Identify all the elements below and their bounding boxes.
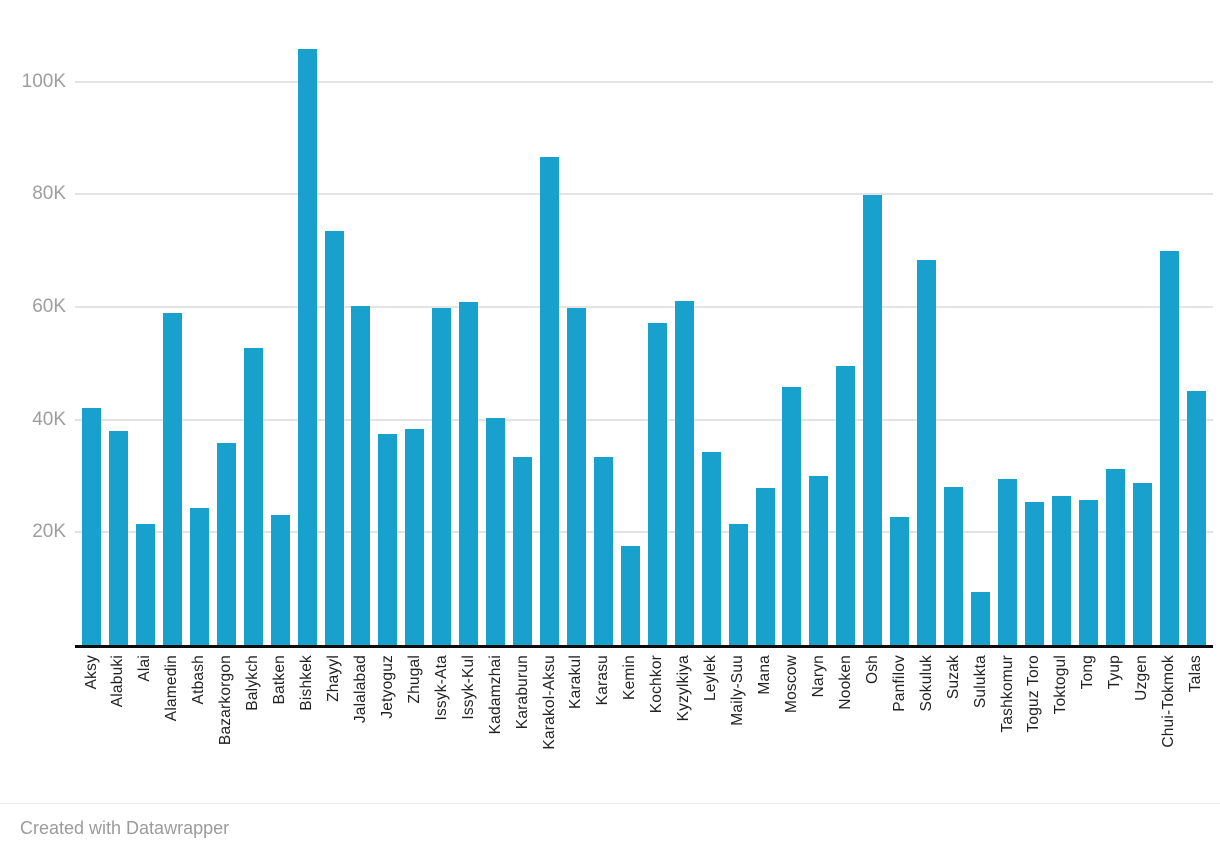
x-axis-category-label: Sokuluk bbox=[917, 655, 935, 712]
x-axis-category-label: Kochkor bbox=[648, 655, 666, 714]
bar bbox=[324, 231, 344, 645]
bar bbox=[297, 48, 317, 645]
x-axis-category-label: Talas bbox=[1187, 655, 1204, 693]
bar bbox=[1186, 391, 1206, 645]
bar bbox=[270, 514, 290, 645]
bar bbox=[216, 442, 236, 645]
x-axis-category-label: Uzgen bbox=[1133, 655, 1151, 701]
x-axis-category-label: Toguz Toro bbox=[1025, 655, 1043, 733]
bar bbox=[971, 592, 990, 645]
bar bbox=[135, 523, 155, 645]
x-axis-category-label: Bishkek bbox=[298, 655, 315, 711]
x-axis-category-label: Jalalabad bbox=[351, 655, 369, 724]
bar bbox=[540, 157, 559, 645]
bar bbox=[1105, 469, 1125, 645]
x-axis-category-label: Kemin bbox=[621, 655, 639, 700]
y-axis-tick-label: 40K bbox=[32, 408, 66, 430]
bar bbox=[755, 487, 775, 645]
x-axis-category-label: Tashkomur bbox=[998, 655, 1016, 733]
x-axis-category-label: Panfilov bbox=[890, 655, 908, 712]
x-axis-category-label: Nooken bbox=[836, 655, 854, 710]
bar bbox=[647, 322, 667, 645]
x-axis-category-label: Leylek bbox=[702, 655, 720, 702]
bar bbox=[108, 430, 128, 645]
bar bbox=[593, 457, 613, 645]
y-axis-tick-label: 20K bbox=[32, 521, 66, 543]
bar bbox=[405, 428, 425, 645]
x-axis-category-label: Alai bbox=[136, 655, 154, 682]
bar bbox=[944, 486, 964, 645]
footer-divider bbox=[0, 803, 1220, 804]
bar bbox=[162, 312, 182, 645]
bar bbox=[459, 301, 479, 645]
bar bbox=[82, 407, 101, 645]
bar bbox=[782, 386, 802, 645]
x-axis-category-label: Chui-Tokmok bbox=[1160, 655, 1178, 748]
gridline bbox=[75, 531, 1213, 534]
x-axis-category-label: Maily-Suu bbox=[729, 655, 747, 726]
x-axis-category-label: Tyup bbox=[1106, 655, 1124, 690]
x-axis-category-label: Karaburun bbox=[513, 655, 531, 730]
bar bbox=[998, 479, 1017, 645]
bar bbox=[917, 260, 937, 645]
bar bbox=[674, 301, 694, 645]
bar bbox=[809, 475, 829, 645]
x-axis-category-label: Alabuki bbox=[109, 655, 127, 708]
bar bbox=[863, 195, 883, 645]
y-axis-tick-label: 60K bbox=[32, 295, 66, 317]
gridline bbox=[75, 193, 1213, 196]
bar bbox=[189, 507, 209, 645]
x-axis-line bbox=[75, 645, 1213, 648]
x-axis-category-label: Bazarkorgon bbox=[217, 655, 235, 746]
bar bbox=[1078, 500, 1098, 645]
bar bbox=[1159, 251, 1179, 645]
bar bbox=[351, 306, 371, 645]
x-axis-category-label: Karakol-Aksu bbox=[540, 655, 558, 750]
bar bbox=[378, 434, 398, 645]
gridline bbox=[75, 305, 1213, 308]
bar bbox=[1132, 483, 1152, 645]
x-axis-category-label: Zhayyl bbox=[325, 655, 342, 702]
x-axis-category-label: Zhugal bbox=[405, 655, 423, 704]
bar bbox=[620, 545, 640, 645]
bar bbox=[836, 365, 856, 645]
bar bbox=[243, 347, 263, 645]
x-axis-category-label: Kyzylkiya bbox=[675, 655, 693, 722]
bar bbox=[486, 417, 506, 645]
x-axis-category-label: Moscow bbox=[782, 655, 800, 714]
bar bbox=[432, 307, 452, 645]
x-axis-category-label: Mana bbox=[756, 655, 773, 695]
bar bbox=[513, 457, 532, 645]
x-axis-category-label: Jetyoguz bbox=[378, 655, 396, 719]
x-axis-category-label: Naryn bbox=[809, 655, 827, 698]
x-axis-category-label: Karasu bbox=[594, 655, 612, 706]
x-axis-category-label: Sulukta bbox=[971, 655, 989, 709]
x-axis-category-label: Kadamzhai bbox=[486, 655, 504, 735]
bar bbox=[701, 451, 721, 645]
x-axis-category-label: Tong bbox=[1079, 655, 1097, 690]
y-axis-tick-label: 80K bbox=[32, 183, 66, 205]
x-axis-category-label: Karakul bbox=[567, 655, 585, 709]
x-axis-category-label: Osh bbox=[863, 655, 881, 685]
x-axis-category-label: Balykch bbox=[244, 655, 262, 711]
x-axis-category-label: Atbash bbox=[190, 655, 208, 705]
x-axis-category-label: Alamedin bbox=[163, 655, 181, 722]
y-axis-tick-label: 100K bbox=[21, 70, 66, 92]
gridline bbox=[75, 80, 1213, 83]
x-axis-category-label: Suzak bbox=[944, 655, 962, 700]
datawrapper-attribution: Created with Datawrapper bbox=[20, 818, 230, 838]
bar bbox=[1051, 495, 1071, 645]
bar bbox=[728, 523, 748, 645]
x-axis-category-label: Issyk-Ata bbox=[432, 655, 450, 721]
bar bbox=[566, 308, 586, 645]
bar bbox=[890, 516, 910, 645]
x-axis-category-label: Aksy bbox=[82, 655, 100, 690]
x-axis-category-label: Batken bbox=[271, 655, 289, 705]
gridline bbox=[75, 418, 1213, 421]
bar bbox=[1024, 501, 1044, 645]
x-axis-category-label: Issyk-Kul bbox=[459, 655, 477, 720]
x-axis-category-label: Toktogul bbox=[1052, 655, 1070, 715]
